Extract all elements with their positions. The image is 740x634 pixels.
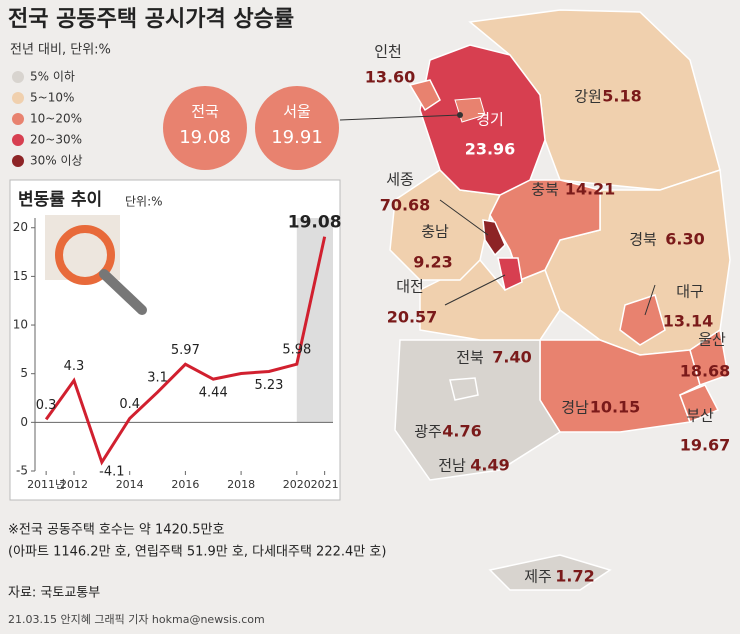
note: ※전국 공동주택 호수는 약 1420.5만호 bbox=[8, 523, 224, 538]
x-tick-label: 2014 bbox=[116, 478, 144, 491]
region-name: 전북 bbox=[456, 349, 484, 367]
line bbox=[44, 236, 327, 466]
region bbox=[488, 554, 612, 591]
region bbox=[408, 79, 441, 112]
highlight-value: 19.08 bbox=[179, 127, 231, 148]
legend-swatch bbox=[12, 155, 24, 167]
credit: 21.03.15 안지혜 그래픽 기자 hokma@newsis.com bbox=[8, 613, 265, 626]
region-name: 세종 bbox=[386, 171, 414, 189]
region-name: 충남 bbox=[421, 223, 449, 241]
data-label: 4.3 bbox=[64, 359, 85, 374]
region bbox=[482, 219, 506, 257]
region bbox=[497, 257, 523, 292]
source: 자료: 국토교통부 bbox=[8, 586, 100, 601]
y-tick-label: 15 bbox=[13, 269, 28, 283]
data-label: 5.23 bbox=[254, 378, 283, 393]
legend-swatch bbox=[12, 71, 24, 83]
x-tick-label: 2018 bbox=[227, 478, 255, 491]
title: 전국 공동주택 공시가격 상승률 bbox=[8, 7, 294, 32]
region-value: 13.14 bbox=[663, 312, 714, 331]
region-value: 14.21 bbox=[565, 180, 616, 199]
region-value: 5.18 bbox=[602, 87, 641, 106]
seoul-dot bbox=[457, 112, 463, 118]
chart-title: 변동률 추이 bbox=[18, 190, 102, 210]
data-label: 0.3 bbox=[36, 398, 57, 413]
note: (아파트 1146.2만 호, 연립주택 51.9만 호, 다세대주택 222.… bbox=[8, 545, 386, 560]
region-value: 1.72 bbox=[555, 567, 594, 586]
x-tick-label: 2012 bbox=[60, 478, 88, 491]
region bbox=[619, 294, 666, 346]
data-label: 5.98 bbox=[282, 343, 311, 358]
region-value: 4.76 bbox=[442, 422, 481, 441]
region bbox=[489, 179, 601, 281]
leader-line bbox=[439, 199, 489, 236]
data-label: 3.1 bbox=[147, 371, 168, 386]
magnifier-icon bbox=[45, 215, 147, 315]
x-tick-label: 2016 bbox=[171, 478, 199, 491]
region bbox=[449, 377, 479, 401]
region-value: 23.96 bbox=[465, 140, 516, 159]
region-name: 대전 bbox=[396, 278, 424, 296]
region-name: 인천 bbox=[374, 43, 402, 61]
data-label: 5.97 bbox=[171, 343, 200, 358]
region-value: 7.40 bbox=[492, 348, 531, 367]
region-name: 제주 bbox=[524, 568, 552, 586]
region bbox=[689, 328, 729, 386]
highlight-bubble bbox=[163, 86, 247, 170]
leader-line bbox=[444, 274, 506, 306]
plot-shade bbox=[296, 218, 333, 423]
data-label: 4.44 bbox=[199, 386, 228, 401]
leader-line bbox=[339, 114, 461, 121]
y-tick-label: 0 bbox=[20, 415, 28, 429]
data-label: 0.4 bbox=[119, 397, 140, 412]
region-value: 9.23 bbox=[413, 253, 452, 272]
region-value: 6.30 bbox=[665, 230, 704, 249]
subtitle: 전년 대비, 단위:% bbox=[10, 43, 111, 58]
x-tick-label: 2020 bbox=[283, 478, 311, 491]
region-name: 부산 bbox=[686, 407, 714, 425]
chart-unit: 단위:% bbox=[125, 195, 163, 209]
legend-label: 5~10% bbox=[30, 91, 74, 105]
region-value: 20.57 bbox=[387, 308, 438, 327]
leader-line bbox=[644, 284, 656, 316]
region-value: 4.49 bbox=[470, 456, 509, 475]
x-tick-label: 2021 bbox=[311, 478, 339, 491]
region-name: 대구 bbox=[676, 283, 704, 301]
legend-label: 30% 이상 bbox=[30, 154, 83, 168]
highlight-name: 서울 bbox=[283, 103, 311, 121]
y-tick-label: 5 bbox=[20, 366, 28, 380]
highlight-value: 19.91 bbox=[271, 127, 323, 148]
region-name: 경기 bbox=[476, 111, 504, 129]
y-tick-label: 20 bbox=[13, 220, 28, 234]
y-tick-label: -5 bbox=[16, 464, 28, 478]
highlight-bubble bbox=[255, 86, 339, 170]
region bbox=[679, 384, 720, 424]
legend-label: 5% 이하 bbox=[30, 70, 75, 84]
region-name: 강원 bbox=[574, 88, 602, 106]
region-name: 경남 bbox=[561, 399, 589, 417]
legend-swatch bbox=[12, 92, 24, 104]
region-name: 충북 bbox=[531, 181, 559, 199]
region-name: 광주 bbox=[414, 423, 442, 441]
region bbox=[419, 44, 546, 196]
legend-label: 10~20% bbox=[30, 112, 82, 126]
region-name: 전남 bbox=[438, 457, 466, 475]
legend-swatch bbox=[12, 134, 24, 146]
highlight-name: 전국 bbox=[191, 103, 219, 121]
legend-label: 20~30% bbox=[30, 133, 82, 147]
data-label: -4.1 bbox=[99, 465, 124, 480]
x-tick-label: 2011년 bbox=[27, 478, 65, 491]
region-value: 13.60 bbox=[365, 68, 416, 87]
legend-swatch bbox=[12, 113, 24, 125]
y-tick-label: 10 bbox=[13, 318, 28, 332]
region-name: 경북 bbox=[629, 231, 657, 249]
region-value: 19.67 bbox=[680, 436, 731, 455]
region bbox=[539, 339, 701, 433]
region-name: 울산 bbox=[698, 331, 726, 349]
region-value: 18.68 bbox=[680, 362, 731, 381]
region-value: 70.68 bbox=[380, 196, 431, 215]
region-value: 10.15 bbox=[590, 398, 641, 417]
data-label: 19.08 bbox=[288, 213, 342, 233]
